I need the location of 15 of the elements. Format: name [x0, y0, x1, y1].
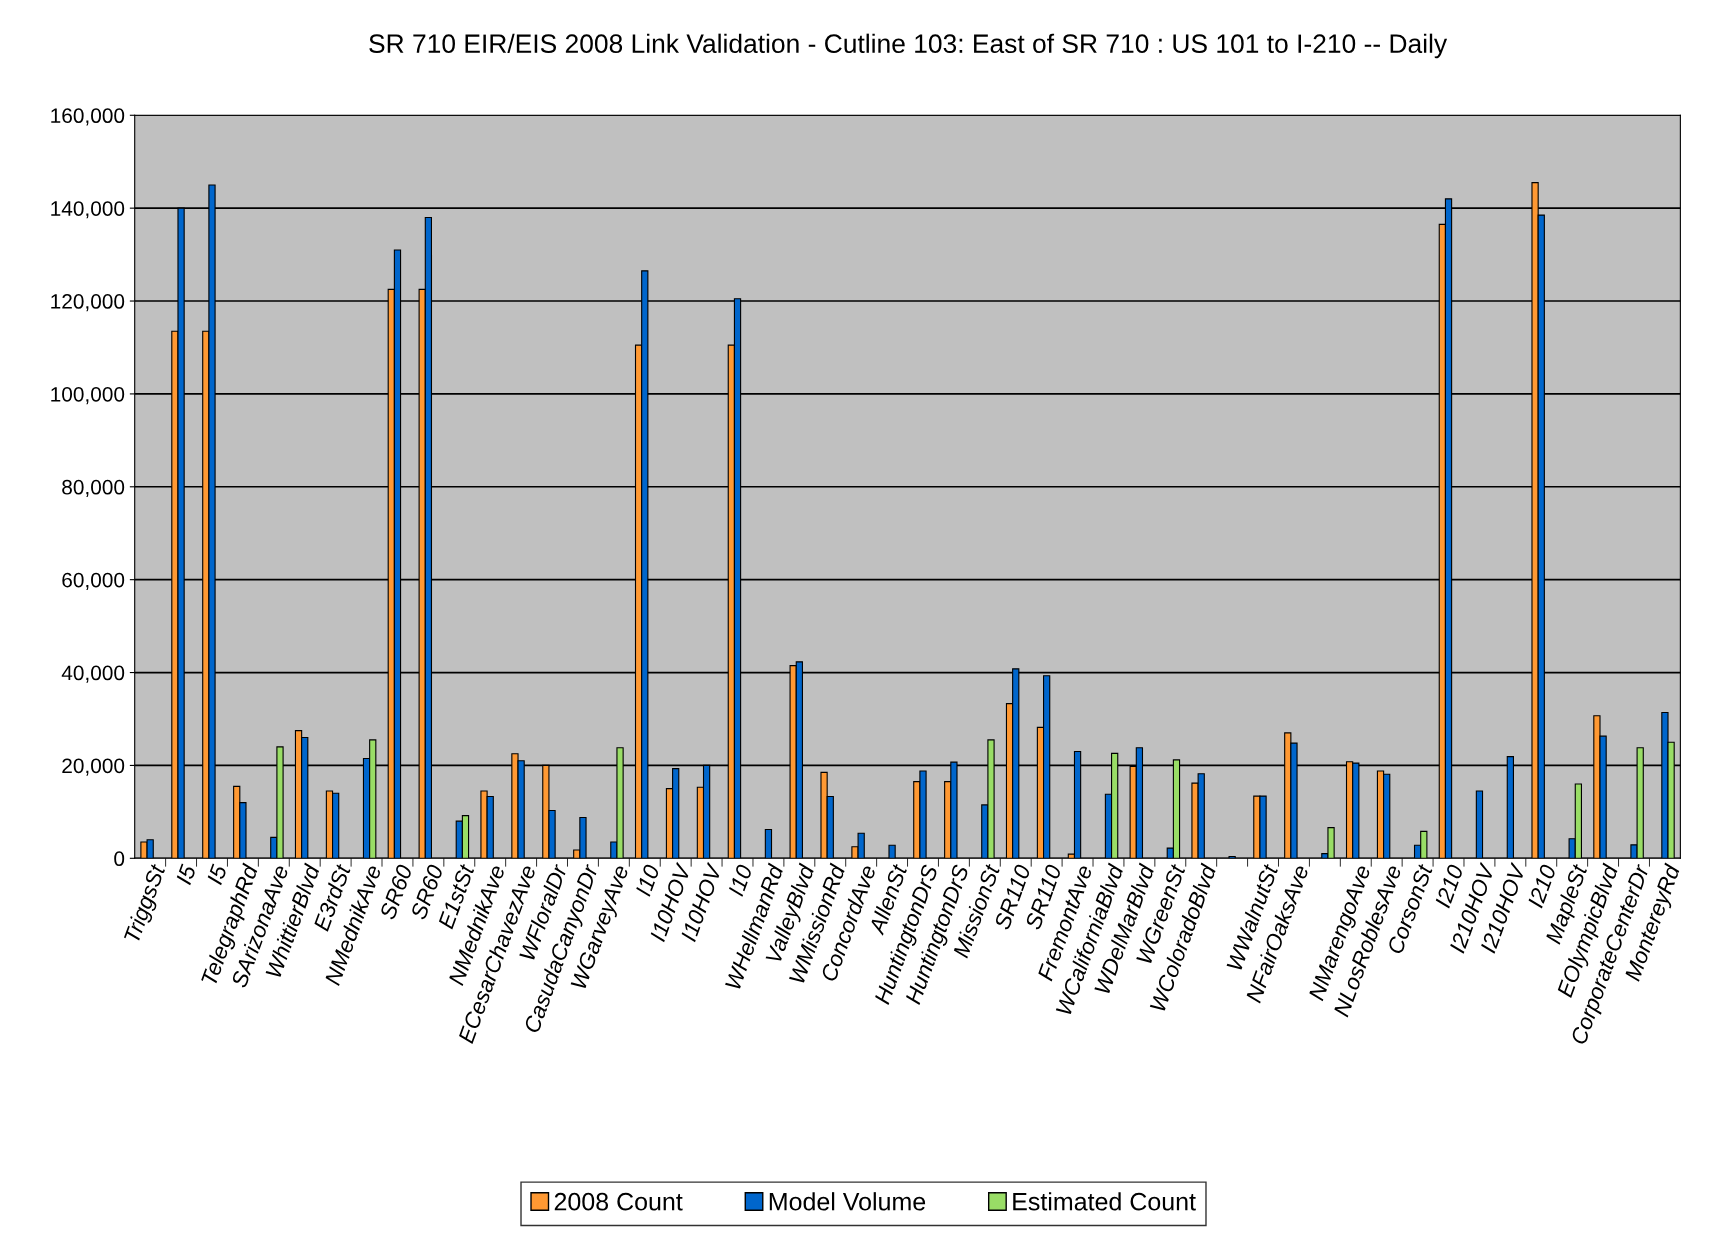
y-tick-label: 160,000: [51, 108, 125, 126]
legend-label: Model Volume: [769, 1192, 926, 1211]
x-tick-label: I5: [175, 863, 197, 886]
y-tick-label: 80,000: [62, 479, 125, 498]
x-tick-label: SR60: [379, 863, 413, 921]
y-tick-label: 60,000: [62, 572, 125, 590]
y-tick-label: 140,000: [51, 201, 125, 219]
y-tick-label: 120,000: [51, 294, 125, 312]
y-tick-label: 40,000: [61, 665, 125, 683]
legend-label: Estimated Count: [1013, 1192, 1196, 1211]
y-tick-label: 20,000: [62, 758, 125, 776]
y-tick-label: 100,000: [51, 386, 125, 405]
chart-title: SR 710 EIR/EIS 2008 Link Validation - Cutline 103: East of SR 710 : US 101 to I-210 -- Daily: [369, 33, 1448, 59]
legend-label: 2008 Count: [554, 1192, 683, 1211]
y-tick-label: 0: [114, 851, 125, 867]
